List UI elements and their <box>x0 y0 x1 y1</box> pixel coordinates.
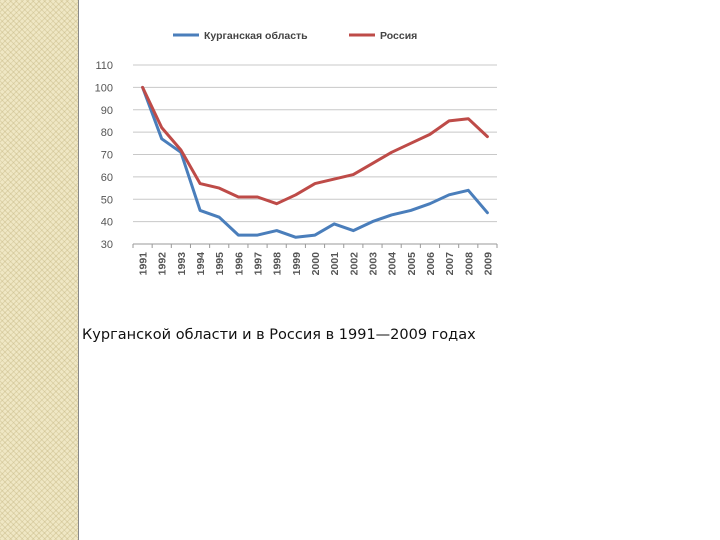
x-tick-label: 2008 <box>463 252 475 276</box>
series-lines <box>141 85 489 239</box>
y-tick-label: 100 <box>95 82 113 94</box>
legend-label-2: Россия <box>380 30 417 42</box>
y-tick-label: 80 <box>101 127 113 139</box>
y-tick-label: 70 <box>101 150 113 162</box>
x-tick-label: 2006 <box>425 252 437 276</box>
y-tick-label: 40 <box>101 217 113 229</box>
x-tick-label: 2005 <box>406 252 418 276</box>
chart-svg: Курганская область Россия 30 40 50 60 70 80 90 1… <box>95 30 498 276</box>
legend-label-1: Курганская область <box>204 30 308 42</box>
x-tick-label: 1999 <box>291 252 303 276</box>
y-tick-label: 30 <box>101 239 113 251</box>
x-tick-label: 2004 <box>387 252 399 276</box>
line-chart: Курганская область Россия 30 40 50 60 70 80 90 1… <box>85 18 505 300</box>
gridlines <box>133 64 497 245</box>
x-tick-label: 1996 <box>233 252 245 276</box>
decorative-side-strip <box>0 0 79 540</box>
x-tick-label: 1994 <box>195 252 207 276</box>
x-axis: 1991 1992 1993 1994 1995 1996 1997 1998 1999 2000… <box>132 243 498 276</box>
x-tick-label: 1992 <box>157 252 169 276</box>
x-tick-label: 1995 <box>214 252 226 276</box>
y-tick-label: 90 <box>101 105 113 117</box>
y-tick-label: 60 <box>101 172 113 184</box>
x-tick-label: 2007 <box>444 252 456 276</box>
x-tick-label: 2003 <box>367 252 379 276</box>
x-tick-label: 2000 <box>310 252 322 276</box>
series-line-2 <box>141 85 489 206</box>
x-tick-label: 1998 <box>272 252 284 276</box>
x-tick-label: 2001 <box>329 252 341 276</box>
slide-caption: Курганской области и в Россия в 1991—200… <box>82 327 476 343</box>
x-tick-label: 2002 <box>348 252 360 276</box>
x-tick-label: 1991 <box>138 252 150 276</box>
legend: Курганская область Россия <box>173 30 417 42</box>
x-tick-label: 2009 <box>482 252 494 276</box>
y-tick-label: 110 <box>95 60 113 72</box>
x-tick-label: 1997 <box>253 252 265 276</box>
x-tick-label: 1993 <box>176 252 188 276</box>
y-tick-label: 50 <box>101 194 113 206</box>
y-axis: 30 40 50 60 70 80 90 100 110 <box>95 60 113 251</box>
series-line-1 <box>141 85 489 239</box>
